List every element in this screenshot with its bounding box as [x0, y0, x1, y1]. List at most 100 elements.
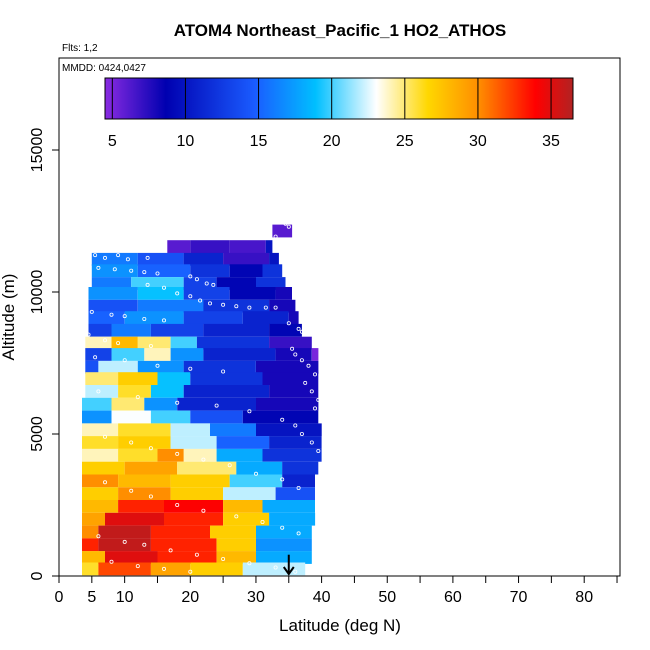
heatmap-cell [269, 299, 296, 313]
track-point [309, 440, 314, 445]
plot-frame [58, 57, 621, 577]
heatmap-cell [82, 423, 119, 437]
heatmap-cell [229, 474, 283, 488]
track-point [299, 431, 304, 436]
track-point [103, 480, 108, 485]
colorbar-tick-label: 25 [396, 133, 414, 150]
heatmap-cell [256, 277, 286, 290]
track-point [234, 304, 239, 309]
track-point [214, 403, 219, 408]
track-point [188, 274, 193, 279]
colorbar-tick-label: 30 [469, 133, 487, 150]
heatmap-cell [269, 323, 302, 337]
y-axis: 0 5000 10000 15000 [29, 128, 59, 580]
track-point [122, 314, 127, 319]
heatmap-cell [85, 385, 119, 398]
flight-track-points [86, 220, 321, 574]
track-point [109, 312, 114, 317]
track-point [299, 358, 304, 363]
track-point [129, 440, 134, 445]
heatmap-cell [210, 423, 256, 437]
track-point [293, 352, 298, 357]
heatmap-cell [82, 525, 99, 539]
heatmap-cell [190, 240, 230, 253]
track-point [175, 291, 180, 296]
heatmap-cell [164, 512, 224, 526]
track-point [316, 397, 321, 402]
track-point [161, 318, 166, 323]
colorbar-tick-label: 5 [108, 133, 117, 150]
x-tick-label: 60 [444, 589, 462, 606]
heatmap-cell [288, 311, 299, 324]
heatmap-cell [88, 299, 138, 313]
track-point [142, 316, 147, 321]
heatmap-cell [137, 360, 184, 374]
heatmap-cell [144, 348, 171, 361]
heatmap-cell [82, 551, 105, 564]
heatmap-cell [111, 397, 145, 411]
heatmap-cell [111, 336, 138, 350]
heatmap-cell [157, 372, 191, 385]
track-point [161, 566, 166, 571]
heatmap-cell [137, 336, 171, 350]
heatmap-cell [150, 323, 204, 337]
track-point [161, 285, 166, 290]
latitude-marker-arrow [282, 554, 295, 576]
heatmap-cell [262, 448, 322, 462]
heatmap-cell [190, 264, 230, 278]
y-tick-label: 5000 [29, 416, 46, 452]
heatmap-cell [85, 336, 112, 350]
heatmap-cell [262, 372, 319, 385]
heatmap-cell [82, 500, 119, 513]
track-point [148, 446, 153, 451]
heatmap-cell [256, 551, 312, 564]
heatmap-cell [170, 487, 224, 501]
heatmap-cell [229, 287, 276, 300]
track-point [125, 257, 130, 262]
heatmap-cell [229, 264, 263, 278]
heatmap-cell [118, 448, 158, 462]
arrow-head [282, 566, 295, 576]
heatmap-cell [203, 323, 270, 337]
track-point [293, 569, 298, 574]
track-point [112, 267, 117, 272]
track-point [286, 237, 291, 242]
track-point [103, 338, 108, 343]
y-tick-label: 0 [29, 571, 46, 580]
heatmap-cell [91, 252, 138, 266]
heatmap-cell [82, 461, 125, 475]
heatmap-cell [170, 474, 230, 488]
heatmap-cell [82, 448, 119, 462]
heatmap-cell [216, 277, 256, 290]
heatmap-cell [82, 538, 99, 552]
heatmap-cell [216, 436, 270, 449]
track-point [247, 409, 252, 414]
chart-title: ATOM4 Northeast_Pacific_1 HO2_ATHOS [174, 21, 507, 40]
track-point [260, 520, 265, 525]
heatmap-cell [183, 448, 217, 462]
heatmap-cell [82, 512, 105, 526]
heatmap-cell [98, 538, 151, 552]
heatmap-cell [131, 277, 184, 290]
track-point [145, 255, 150, 260]
track-point [296, 253, 301, 258]
heatmap-cell [203, 348, 276, 361]
heatmap-cell [124, 311, 184, 324]
x-tick-label: 40 [313, 589, 331, 606]
heatmap-cell [144, 397, 178, 411]
track-point [145, 282, 150, 287]
x-tick-label: 10 [116, 589, 134, 606]
track-point [221, 557, 226, 562]
x-tick-label: 20 [181, 589, 199, 606]
x-tick-label: 70 [510, 589, 528, 606]
heatmap-cell [203, 299, 270, 313]
track-point [247, 305, 252, 310]
heatmap-cell [118, 372, 158, 385]
track-point [207, 301, 212, 306]
heatmap-cell [118, 423, 171, 437]
heatmap-cell [183, 252, 224, 266]
track-point [103, 255, 108, 260]
heatmap-cell [216, 551, 256, 564]
track-point [175, 451, 180, 456]
